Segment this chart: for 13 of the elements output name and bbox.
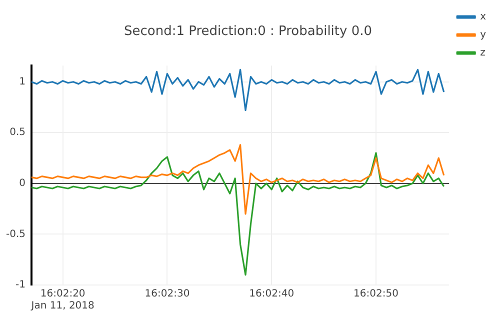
y-tick-label: 1 [19,76,26,88]
y-tick-label: 0 [19,178,26,190]
x-tick-label: 16:02:50 [354,288,398,300]
x-tick-label: 16:02:30 [144,288,190,300]
x-tick-label: 16:02:20 Jan 11, 2018 [30,288,94,312]
chart-title: Second:1 Prediction:0 : Probability 0.0 [124,24,372,40]
x-tick-label: 16:02:40 [249,288,294,300]
y-tick-label: 0.5 [10,127,26,138]
legend-label: z [480,48,486,59]
legend-label: y [480,30,486,41]
y-tick-label: -1 [16,280,26,291]
legend-label: x [480,12,486,23]
y-tick-label: -0.5 [6,228,26,240]
